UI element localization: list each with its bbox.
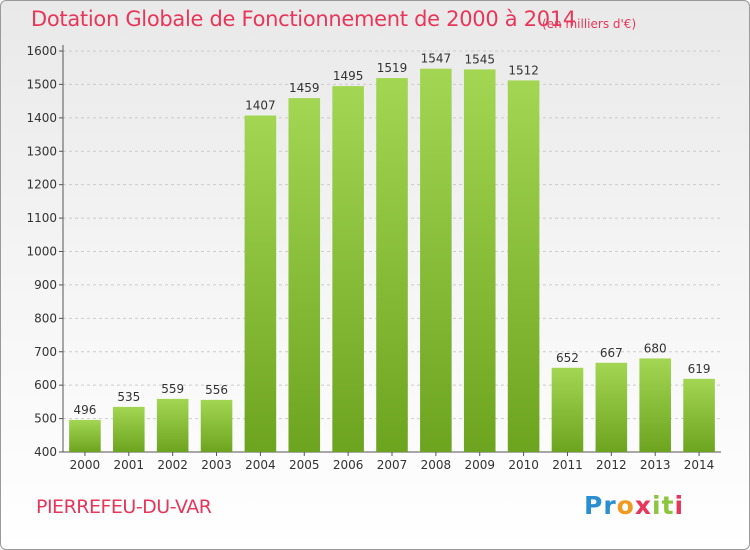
chart-title: Dotation Globale de Fonctionnement de 20…	[31, 7, 576, 31]
unit-label: (en milliers d'€)	[542, 17, 637, 31]
data-label: 1512	[508, 63, 539, 77]
data-label: 1547	[421, 52, 452, 66]
bar-2003	[200, 399, 233, 452]
y-tick-label: 1200	[26, 178, 57, 192]
data-label: 559	[161, 382, 184, 396]
bar-2006	[332, 86, 364, 453]
data-label: 535	[117, 390, 140, 404]
data-label: 680	[644, 341, 667, 355]
axes: 400 500 600 700 800 900 1000 1100 1200 1300 1400 15…	[26, 44, 721, 472]
bars	[69, 68, 715, 453]
x-tick-label: 2004	[245, 458, 276, 472]
x-tick-label: 2011	[552, 458, 583, 472]
bar-2004	[244, 115, 277, 452]
bar-2009	[463, 69, 496, 453]
bar-2011	[551, 367, 584, 452]
y-tick-label: 1400	[26, 111, 57, 125]
data-label: 556	[205, 383, 228, 397]
data-label: 1545	[464, 52, 495, 66]
bar-2002	[156, 398, 189, 452]
bar-2005	[288, 98, 321, 453]
y-tick-label: 700	[34, 345, 57, 359]
bar-2010	[507, 80, 540, 452]
x-tick-label: 2007	[377, 458, 408, 472]
y-tick-label: 600	[34, 378, 57, 392]
data-label: 1459	[289, 81, 320, 95]
x-tick-label: 2001	[114, 458, 145, 472]
proxiti-logo: Proxiti	[584, 491, 685, 520]
x-tick-label: 2012	[596, 458, 627, 472]
x-tick-label: 2013	[640, 458, 671, 472]
x-tick-label: 2014	[684, 458, 715, 472]
x-tick-label: 2002	[157, 458, 188, 472]
y-tick-label: 1600	[26, 44, 57, 58]
data-label: 1407	[245, 98, 276, 112]
bar-2001	[113, 406, 145, 452]
bar-2014	[683, 378, 715, 452]
x-tick-label: 2010	[508, 458, 539, 472]
y-tick-label: 1300	[26, 144, 57, 158]
y-tick-label: 1100	[26, 211, 57, 225]
y-tick-label: 400	[34, 445, 57, 459]
y-tick-label: 1500	[26, 77, 57, 91]
x-tick-label: 2003	[201, 458, 232, 472]
data-label: 619	[688, 362, 711, 376]
bar-2008	[420, 68, 452, 453]
data-label: 1495	[333, 69, 364, 83]
x-tick-label: 2005	[289, 458, 320, 472]
commune-name: PIERREFEU-DU-VAR	[36, 496, 212, 518]
data-label: 496	[73, 403, 96, 417]
x-tick-label: 2006	[333, 458, 364, 472]
data-label: 1519	[377, 61, 408, 75]
bar-2007	[376, 78, 408, 452]
y-tick-label: 800	[34, 311, 57, 325]
y-tick-label: 900	[34, 278, 57, 292]
data-labels: 496 535 559 556 1407 1459 1495 1519 1547 1545 1512…	[73, 52, 710, 417]
data-label: 652	[556, 351, 579, 365]
y-tick-label: 1000	[26, 245, 57, 259]
data-label: 667	[600, 346, 623, 360]
x-tick-label: 2008	[421, 458, 452, 472]
bar-2012	[595, 362, 628, 452]
x-tick-label: 2009	[464, 458, 495, 472]
bar-2013	[639, 358, 671, 452]
y-tick-label: 500	[34, 412, 57, 426]
bar-2000	[69, 419, 101, 452]
x-tick-label: 2000	[70, 458, 101, 472]
